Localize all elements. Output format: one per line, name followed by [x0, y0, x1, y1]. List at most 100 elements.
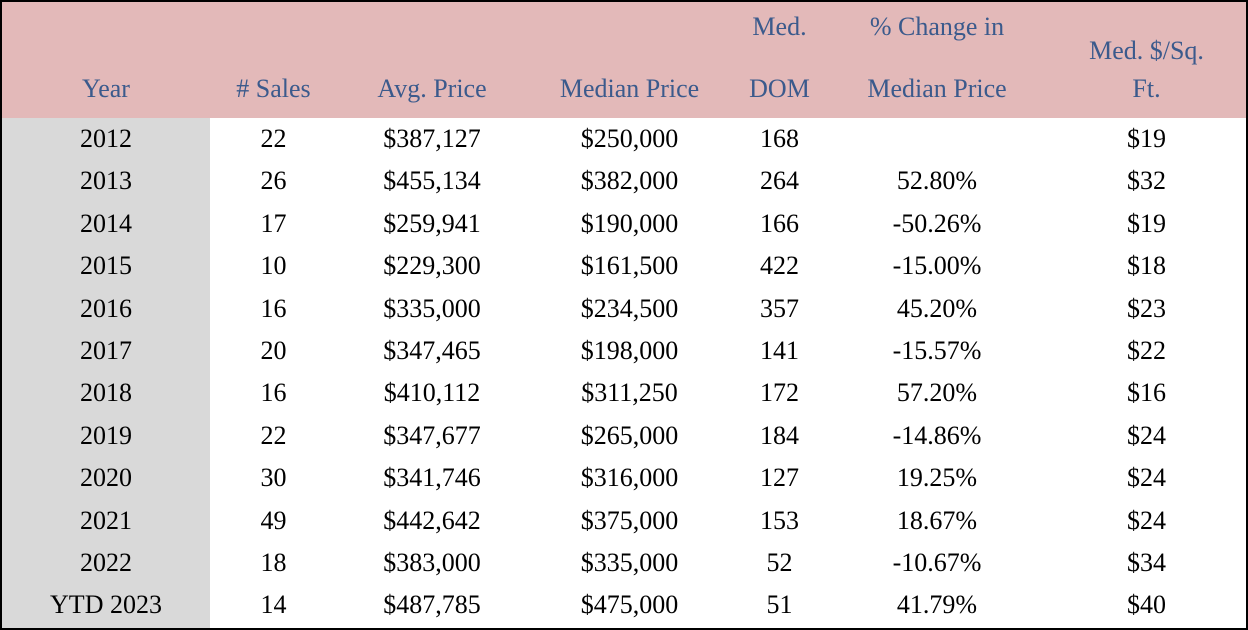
year-cell: 2016 [80, 293, 132, 323]
data-cell: $475,000 [580, 590, 679, 620]
data-cell: 184 [760, 420, 799, 450]
year-cell: 2014 [80, 208, 132, 238]
data-cell: $487,785 [383, 590, 481, 620]
data-cell: $387,127 [383, 124, 481, 153]
data-cell: 127 [760, 463, 799, 493]
header-cell: Med. $/Sq. Ft. [1047, 2, 1246, 118]
year-cell: 2017 [80, 336, 132, 365]
data-cell: 45.20% [896, 293, 978, 323]
header-text: Median Price [867, 74, 1007, 103]
data-cell: $410,112 [383, 378, 481, 408]
data-cell: 10 [260, 251, 287, 281]
year-cell: 2021 [80, 505, 132, 535]
header-cell: Med. DOM [732, 2, 827, 118]
year-column-bg [2, 118, 210, 628]
data-cell: 57.20% [896, 378, 978, 408]
header-text: Median Price [559, 74, 700, 103]
data-cell: $19 [1127, 208, 1166, 238]
data-cell: $311,250 [581, 378, 678, 408]
data-cell: 18.67% [896, 505, 978, 535]
data-cell: $24 [1127, 505, 1166, 535]
year-cell: 2013 [80, 166, 132, 196]
year-cell: 2019 [80, 420, 132, 450]
data-cell: $32 [1127, 166, 1166, 196]
data-cell: $229,300 [383, 251, 481, 281]
data-cell: 19.25% [896, 463, 978, 493]
header-text: Year [82, 74, 130, 103]
data-cell: 22 [260, 420, 287, 450]
data-cell: $347,677 [383, 420, 481, 450]
year-cell: 2015 [80, 251, 132, 281]
data-cell: 422 [760, 251, 799, 281]
data-cell: $19 [1127, 124, 1166, 153]
year-cell: YTD 2023 [50, 590, 162, 620]
data-cell: 52.80% [896, 166, 978, 196]
data-cell: $23 [1127, 293, 1166, 323]
data-cell: 52 [766, 548, 793, 577]
header-cell: # Sales [210, 2, 337, 118]
data-cell: 357 [760, 293, 799, 323]
data-cell: $335,000 [580, 548, 679, 577]
header-text: DOM [749, 74, 810, 103]
data-cell: $161,500 [580, 251, 679, 281]
data-cell: $40 [1127, 590, 1166, 620]
data-cell: $16 [1127, 378, 1166, 408]
data-cell: $18 [1127, 251, 1166, 281]
header-text: Avg. Price [377, 74, 487, 103]
data-cell: 141 [760, 336, 799, 365]
data-cell: 166 [760, 208, 799, 238]
year-cell: 2022 [80, 548, 132, 577]
header-text: Ft. [1132, 74, 1161, 103]
header-cell: % Change in Median Price [827, 2, 1047, 118]
data-cell: $34 [1127, 548, 1166, 577]
data-cell: 26 [260, 166, 287, 196]
data-cell: 14 [260, 590, 287, 620]
data-cell: -14.86% [892, 420, 982, 450]
data-cell: 51 [766, 590, 793, 620]
data-cell: $259,941 [383, 208, 481, 238]
data-cell: $455,134 [383, 166, 481, 196]
data-cell: 168 [760, 124, 799, 153]
year-cell: 2018 [80, 378, 132, 408]
data-cell: 153 [760, 505, 799, 535]
header-text: # Sales [236, 74, 311, 103]
data-cell: 16 [260, 293, 287, 323]
data-cell: $265,000 [580, 420, 679, 450]
data-cell: -50.26% [892, 208, 982, 238]
data-cell: -15.57% [892, 336, 982, 365]
header-row [2, 2, 1246, 118]
data-cell: 16 [260, 378, 287, 408]
header-cell: Median Price [527, 2, 732, 118]
data-cell: $335,000 [383, 293, 481, 323]
data-cell: 172 [760, 378, 799, 408]
data-cell: 264 [760, 166, 799, 196]
year-cell: 2020 [80, 463, 132, 493]
data-cell: $347,465 [383, 336, 481, 365]
data-cell: 30 [260, 463, 287, 493]
header-cell: Year [2, 2, 210, 118]
header-text: Med. $/Sq. [1089, 36, 1204, 65]
data-cell: $375,000 [580, 505, 679, 535]
year-cell: 2012 [80, 124, 132, 153]
data-cell: 22 [260, 124, 287, 153]
data-cell: 49 [260, 505, 287, 535]
data-cell: $22 [1127, 336, 1166, 365]
data-cell: $341,746 [383, 463, 481, 493]
data-cell: $250,000 [580, 124, 679, 153]
data-cell: 18 [260, 548, 287, 577]
data-cell: $382,000 [580, 166, 679, 196]
data-cell: $234,500 [580, 293, 679, 323]
data-cell: $442,642 [383, 505, 481, 535]
data-cell: $24 [1127, 420, 1166, 450]
header-cell: Avg. Price [337, 2, 527, 118]
header-text: % Change in [869, 12, 1005, 41]
data-cell: $190,000 [580, 208, 679, 238]
data-cell: $316,000 [580, 463, 679, 493]
data-cell: $24 [1127, 463, 1166, 493]
data-cell: -15.00% [892, 251, 982, 281]
data-cell: 41.79% [896, 590, 978, 620]
data-cell: $383,000 [383, 548, 481, 577]
data-cell: 20 [260, 336, 287, 365]
header-text: Med. [752, 12, 807, 41]
